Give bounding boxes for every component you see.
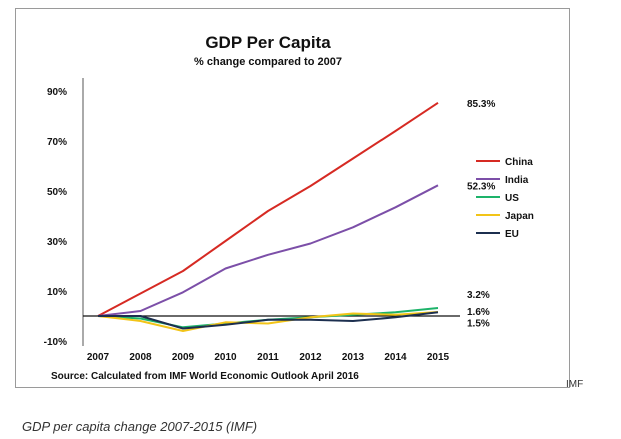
y-tick-label: 30% [47, 237, 67, 248]
x-tick-label: 2012 [299, 352, 322, 363]
source-note: Source: Calculated from IMF World Econom… [51, 371, 359, 382]
gdp-chart: GDP Per Capita % change compared to 2007… [44, 33, 534, 382]
end-label-india: 52.3% [467, 181, 495, 192]
y-tick-labels: -10% 10% 30% 50% 70% 90% [44, 87, 67, 348]
series-line-eu [98, 311, 439, 330]
legend-label-india: India [505, 175, 529, 186]
image-credit: IMF [566, 379, 584, 390]
end-label-japan: 1.6% [467, 307, 490, 318]
x-tick-label: 2009 [172, 352, 195, 363]
x-tick-label: 2013 [342, 352, 365, 363]
legend-label-us: US [505, 193, 519, 204]
series-lines [97, 101, 439, 332]
series-line-china [97, 101, 439, 317]
legend-label-china: China [505, 157, 533, 168]
series-line-japan [97, 311, 439, 332]
y-tick-label: 10% [47, 287, 67, 298]
y-tick-label: 70% [47, 137, 67, 148]
x-tick-label: 2010 [214, 352, 237, 363]
x-tick-label: 2014 [384, 352, 407, 363]
end-label-us: 3.2% [467, 290, 490, 301]
x-tick-label: 2015 [427, 352, 450, 363]
end-label-china: 85.3% [467, 99, 495, 110]
x-tick-label: 2011 [257, 352, 279, 363]
x-tick-label: 2008 [129, 352, 152, 363]
figure-caption: GDP per capita change 2007-2015 (IMF) [22, 419, 258, 434]
y-tick-label: 50% [47, 187, 67, 198]
legend: China India US Japan EU [476, 157, 534, 240]
legend-label-japan: Japan [505, 211, 534, 222]
y-tick-label: 90% [47, 87, 67, 98]
end-labels: 85.3% 52.3% 3.2% 1.6%1.5% [467, 99, 495, 330]
chart-subtitle: % change compared to 2007 [194, 56, 342, 68]
x-tick-labels: 2007 2008 2009 2010 2011 2012 2013 2014 2015 [87, 352, 450, 363]
y-tick-label: -10% [44, 337, 67, 348]
end-label-eu: 1.5% [467, 318, 490, 329]
chart-title: GDP Per Capita [205, 33, 331, 52]
legend-label-eu: EU [505, 229, 519, 240]
series-line-india [97, 184, 439, 317]
x-tick-label: 2007 [87, 352, 110, 363]
